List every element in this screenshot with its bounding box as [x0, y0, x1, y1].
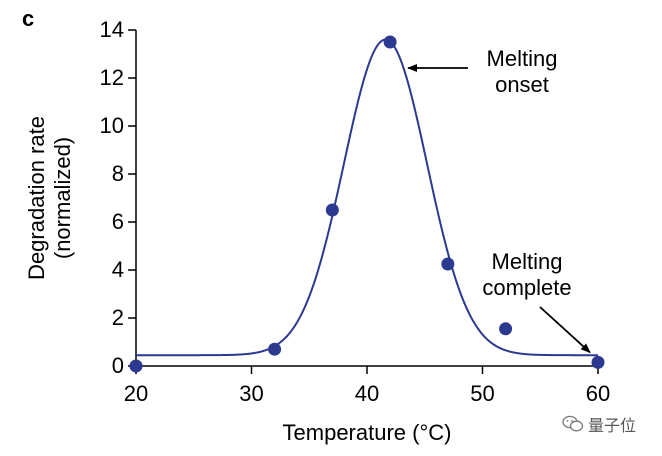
y-axis-label-line-1: Degradation rate — [24, 116, 49, 280]
y-tick-label: 14 — [100, 17, 124, 42]
wechat-icon — [562, 415, 584, 432]
y-axis-label: Degradation rate (normalized) — [24, 116, 75, 280]
data-points — [129, 35, 605, 373]
x-tick-label: 30 — [239, 381, 263, 406]
y-tick-label: 6 — [112, 209, 124, 234]
y-tick-label: 0 — [112, 353, 124, 378]
annotation-complete-line-2: complete — [482, 275, 571, 300]
data-point — [383, 35, 397, 49]
y-tick-label: 10 — [100, 113, 124, 138]
y-tick-label: 8 — [112, 161, 124, 186]
y-tick-label: 12 — [100, 65, 124, 90]
data-point — [129, 359, 143, 373]
annotation-complete-line-1: Melting — [492, 249, 563, 274]
data-point — [325, 203, 339, 217]
arrow-melting-complete — [539, 306, 591, 354]
watermark: 量子位 — [562, 412, 636, 436]
x-tick-label: 50 — [470, 381, 494, 406]
annotation-melting-onset: Melting onset — [407, 46, 558, 97]
x-tick-label: 40 — [355, 381, 379, 406]
data-point — [268, 342, 282, 356]
annotation-melting-complete: Melting complete — [482, 249, 591, 354]
watermark-text: 量子位 — [588, 416, 637, 435]
y-ticks: 0 2 4 6 8 10 12 14 — [100, 17, 136, 378]
panel-label: c — [22, 6, 34, 31]
x-tick-label: 60 — [586, 381, 610, 406]
x-ticks: 20 30 40 50 60 — [124, 366, 610, 406]
data-point — [441, 257, 455, 271]
data-point — [499, 322, 513, 336]
gaussian-fit-curve — [136, 38, 598, 357]
y-axis-label-line-2: (normalized) — [50, 137, 75, 259]
annotation-onset-line-1: Melting — [487, 46, 558, 71]
data-point — [591, 355, 605, 369]
x-tick-label: 20 — [124, 381, 148, 406]
y-tick-label: 2 — [112, 305, 124, 330]
x-axis-label: Temperature (°C) — [283, 420, 452, 445]
annotation-onset-line-2: onset — [495, 72, 549, 97]
y-tick-label: 4 — [112, 257, 124, 282]
